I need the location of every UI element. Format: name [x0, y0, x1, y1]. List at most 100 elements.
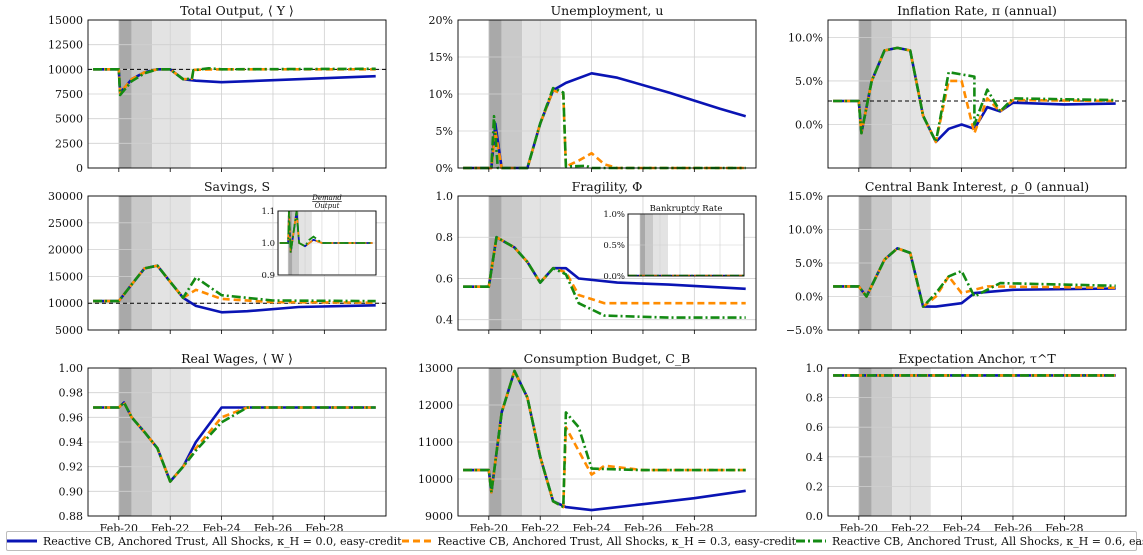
y-tick-label: 0.0%: [795, 291, 823, 304]
y-tick-label: 0%: [436, 162, 453, 175]
shock-band: [858, 368, 872, 516]
inset-series-2: [279, 210, 373, 253]
y-tick-label: 10.0%: [788, 224, 823, 237]
panel-5: −5.0% 0.0% 5.0% 10.0% 15.0% Central Bank Inte…: [786, 179, 1127, 337]
series-line-2: [93, 264, 376, 303]
series-line-2: [463, 235, 746, 319]
y-tick-label: 0.90: [59, 485, 84, 498]
shock-band: [892, 20, 931, 168]
inset-tick-label: 0.0%: [603, 272, 625, 282]
panel-title: Central Bank Interest, ρ_0 (annual): [865, 179, 1089, 194]
y-tick-label: 5.0%: [795, 257, 823, 270]
shock-band: [118, 196, 132, 330]
y-tick-label: 0.6: [436, 272, 454, 285]
plot-frame: [87, 19, 387, 169]
plot-frame: [827, 19, 1127, 169]
shock-band: [152, 196, 191, 330]
y-tick-label: 30000: [48, 190, 83, 203]
y-tick-label: 1.0: [436, 190, 454, 203]
legend-swatch-solid: [7, 539, 37, 543]
y-tick-label: 15%: [429, 51, 453, 64]
panel-1: 0% 5% 10% 15% 20% Unemployment, u: [429, 3, 757, 175]
inset-title: Bankruptcy Rate: [650, 204, 723, 214]
inset-bankruptcy: 0.0% 0.5% 1.0% Bankruptcy Rate: [603, 204, 745, 282]
y-tick-label: 0.4: [436, 314, 454, 327]
y-tick-label: 0.8: [806, 392, 824, 405]
legend-item: Reactive CB, Anchored Trust, All Shocks,…: [7, 535, 402, 548]
y-tick-label: 10000: [48, 63, 83, 76]
panel-title: Fragility, Φ: [572, 179, 643, 194]
series-line-1: [833, 46, 1116, 144]
y-tick-label: 10%: [429, 88, 453, 101]
legend-swatch-dashed: [401, 539, 432, 543]
y-tick-label: 0.6: [806, 421, 824, 434]
plot-frame: [457, 19, 757, 169]
y-tick-label: 13000: [418, 362, 453, 375]
panel-title: Expectation Anchor, τ^T: [898, 351, 1056, 366]
y-tick-label: 5000: [55, 324, 83, 337]
y-tick-label: 15.0%: [788, 190, 823, 203]
legend-item: Reactive CB, Anchored Trust, All Shocks,…: [796, 535, 1143, 548]
y-tick-label: 0.98: [59, 387, 84, 400]
y-tick-label: 2500: [55, 137, 83, 150]
y-tick-label: 0: [76, 162, 83, 175]
plot-frame: [457, 195, 757, 331]
inset-title-bottom: Output: [315, 202, 340, 210]
panel-0: 0 2500 5000 7500 10000 12500 15000 Total Output…: [48, 3, 387, 175]
shock-band: [501, 196, 523, 330]
panel-2: 0.0% 5.0% 10.0% Inflation Rate, π (annual): [788, 3, 1127, 172]
series-line-1: [463, 89, 746, 170]
inset-tick-label: 0.9: [261, 271, 275, 281]
y-tick-label: 0.4: [806, 451, 824, 464]
y-tick-label: 0.88: [59, 510, 84, 523]
series-line-2: [463, 86, 746, 170]
shock-band: [871, 368, 893, 516]
shock-band: [892, 368, 931, 516]
legend-item: Reactive CB, Anchored Trust, All Shocks,…: [401, 534, 797, 548]
y-tick-label: 7500: [55, 88, 83, 101]
panel-title: Consumption Budget, C_B: [524, 351, 691, 366]
legend-label-0: Reactive CB, Anchored Trust, All Shocks,…: [43, 534, 402, 548]
panel-title: Savings, S: [204, 179, 270, 194]
panel-title: Inflation Rate, π (annual): [897, 3, 1057, 18]
panel-title: Unemployment, u: [551, 3, 664, 18]
y-tick-label: 0.94: [59, 436, 84, 449]
plot-frame: [457, 367, 757, 517]
legend-label-2: Reactive CB, Anchored Trust, All Shocks,…: [832, 534, 1143, 548]
inset-border: [627, 213, 745, 277]
y-tick-label: 12500: [48, 39, 83, 52]
y-tick-label: 9000: [425, 510, 453, 523]
y-tick-label: 10.0%: [788, 31, 823, 44]
y-tick-label: 15000: [48, 270, 83, 283]
y-tick-label: 0.0%: [795, 118, 823, 131]
panel-title: Real Wages, ⟨ W ⟩: [181, 351, 293, 366]
series-line-2: [833, 247, 1116, 308]
series-line-2: [463, 369, 746, 509]
y-tick-label: 20000: [48, 244, 83, 257]
plot-frame: [827, 367, 1127, 517]
y-tick-label: 1.0: [806, 362, 824, 375]
legend-swatch-dashdot: [796, 539, 827, 543]
shock-band: [871, 20, 893, 168]
inset-border: [277, 210, 377, 276]
inset-tick-label: 1.1: [261, 207, 275, 217]
y-tick-label: 0.96: [59, 411, 84, 424]
series-line-2: [833, 46, 1116, 144]
y-tick-label: 0.0: [806, 510, 824, 523]
legend-label-1: Reactive CB, Anchored Trust, All Shocks,…: [437, 534, 797, 548]
y-tick-label: −5.0%: [786, 324, 823, 337]
y-tick-label: 20%: [429, 14, 453, 27]
series-line-2: [93, 67, 376, 97]
plot-frame: [87, 195, 387, 331]
panel-title: Total Output, ⟨ Y ⟩: [180, 3, 294, 18]
y-tick-label: 1.00: [59, 362, 84, 375]
legend: Reactive CB, Anchored Trust, All Shocks,…: [6, 531, 1143, 551]
y-tick-label: 11000: [418, 436, 453, 449]
y-tick-label: 0.8: [436, 231, 454, 244]
y-tick-label: 10000: [418, 473, 453, 486]
y-tick-label: 0.2: [806, 480, 824, 493]
